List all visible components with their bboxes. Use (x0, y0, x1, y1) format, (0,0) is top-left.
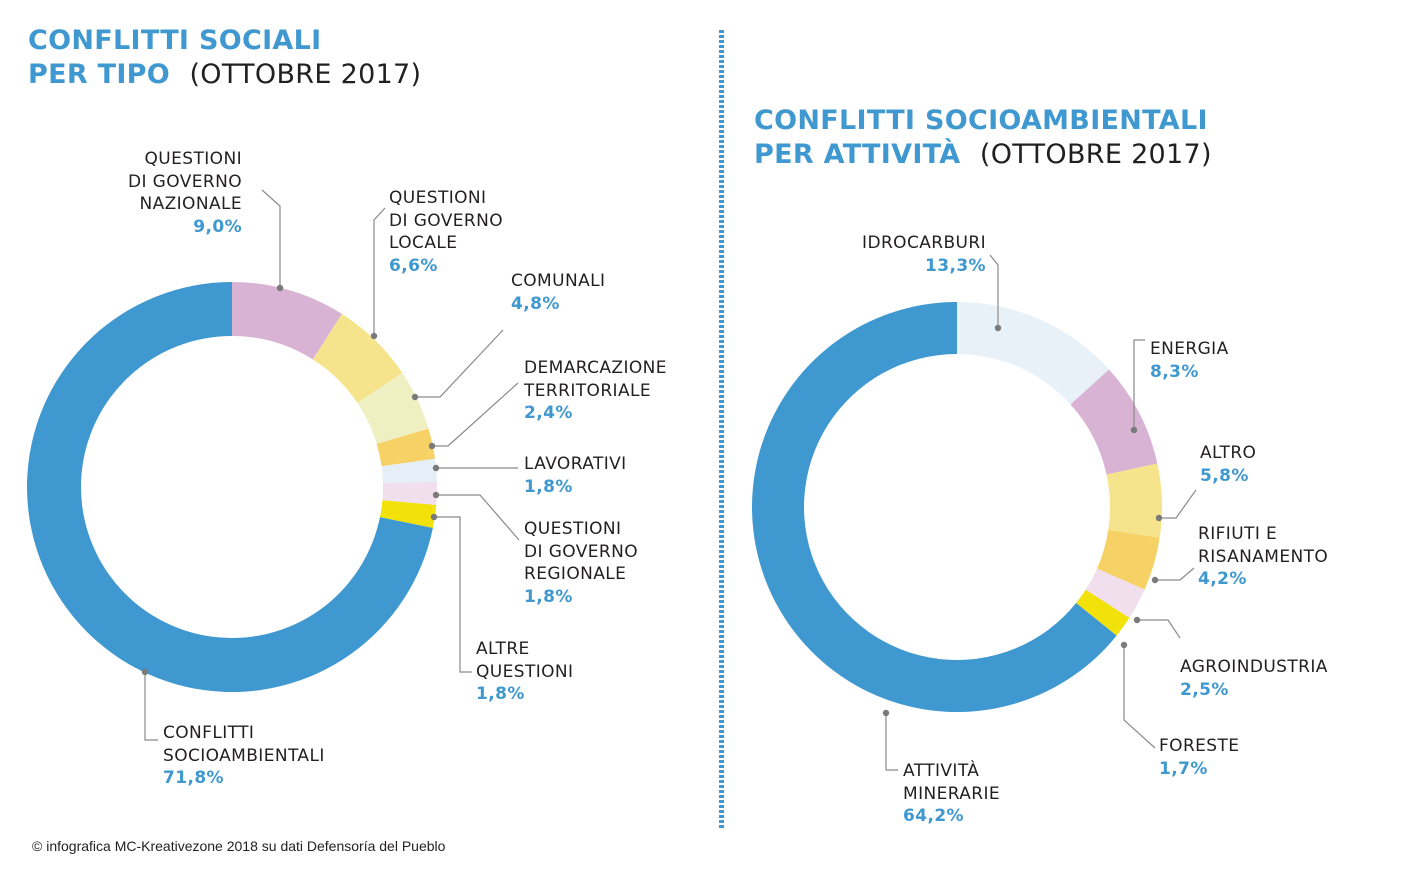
chart2-label-rifiuti: RIFIUTI E RISANAMENTO 4,2% (1198, 523, 1328, 591)
chart2-label-altro: ALTRO 5,8% (1200, 442, 1256, 487)
credit-text: © infografica MC-Kreativezone 2018 su da… (32, 838, 446, 854)
chart1-label-regionale: QUESTIONI DI GOVERNO REGIONALE 1,8% (524, 518, 638, 608)
slice-name: ENERGIA (1150, 339, 1229, 359)
chart1-label-demarcazione: DEMARCAZIONE TERRITORIALE 2,4% (524, 357, 667, 425)
chart2-leader-line-1 (1133, 339, 1145, 430)
chart1-leader-line-0 (261, 189, 281, 288)
chart1-leader-dot-5 (432, 491, 440, 499)
slice-name: QUESTIONI DI GOVERNO REGIONALE (524, 519, 639, 584)
chart2-label-agroindustria: AGROINDUSTRIA 2,5% (1180, 656, 1328, 701)
slice-value: 1,7% (1159, 758, 1208, 779)
chart2-slice-1 (1070, 369, 1158, 475)
divider (719, 30, 724, 830)
slice-value: 64,2% (903, 806, 964, 826)
chart1-leader-line-6 (434, 516, 472, 673)
chart2-leader-line-3 (1155, 567, 1195, 581)
slice-value: 9,0% (193, 216, 242, 237)
chart1-leader-dot-3 (428, 442, 436, 450)
slice-name: FORESTE (1159, 736, 1240, 756)
chart1-slice-0 (232, 282, 342, 360)
chart1-title-line2: PER TIPO (28, 59, 171, 90)
chart1-label-altre: ALTRE QUESTIONI 1,8% (476, 638, 573, 706)
chart1-leader-line-2 (415, 329, 504, 398)
chart2-slice-5 (1076, 589, 1130, 636)
chart2-leader-dot-2 (1155, 514, 1163, 522)
slice-value: 6,6% (389, 255, 438, 276)
chart2-title-line2: PER ATTIVITÀ (754, 139, 961, 170)
slice-name: QUESTIONI DI GOVERNO LOCALE (389, 188, 504, 253)
chart2-label-energia: ENERGIA 8,3% (1150, 338, 1229, 383)
chart2-slice-4 (1085, 568, 1145, 618)
chart2-leader-line-0 (989, 254, 999, 328)
chart1-leader-line-3 (432, 382, 519, 447)
chart2-leader-line-2 (1159, 489, 1197, 519)
chart1-title-line1: CONFLITTI SOCIALI (28, 25, 322, 56)
chart1-leader-line-1 (373, 207, 386, 336)
slice-value: 4,2% (1198, 569, 1247, 589)
slice-name: CONFLITTI SOCIOAMBIENTALI (163, 723, 325, 766)
slice-value: 2,4% (524, 403, 573, 423)
slice-value: 1,8% (476, 684, 525, 704)
chart2-title: CONFLITTI SOCIOAMBIENTALI PER ATTIVITÀ (… (754, 104, 1212, 172)
slice-value: 8,3% (1150, 361, 1199, 382)
chart1-label-lavorativi: LAVORATIVI 1,8% (524, 453, 627, 498)
slice-name: RIFIUTI E RISANAMENTO (1198, 524, 1329, 567)
chart2-leader-dot-1 (1130, 426, 1138, 434)
slice-value: 71,8% (163, 768, 224, 788)
chart2-slice-3 (1097, 529, 1160, 590)
chart2-slice-0 (957, 302, 1110, 405)
chart1-leader-dot-1 (370, 332, 378, 340)
chart2-label-minerarie: ATTIVITÀ MINERARIE 64,2% (903, 760, 1000, 828)
slice-value: 5,8% (1200, 465, 1249, 486)
chart1-label-locale: QUESTIONI DI GOVERNO LOCALE 6,6% (389, 187, 503, 277)
chart1-title-period: (OTTOBRE 2017) (189, 59, 422, 90)
chart2-label-idrocarburi: IDROCARBURI 13,3% (836, 232, 986, 277)
chart2-label-foreste: FORESTE 1,7% (1159, 735, 1239, 780)
slice-name: QUESTIONI DI GOVERNO NAZIONALE (127, 149, 242, 214)
chart1-label-nazionale: QUESTIONI DI GOVERNO NAZIONALE 9,0% (90, 148, 242, 238)
slice-name: COMUNALI (511, 271, 606, 291)
chart1-slice-5 (382, 481, 438, 506)
slice-name: ALTRE QUESTIONI (476, 639, 574, 682)
slice-name: ALTRO (1200, 443, 1257, 463)
chart1-leader-dot-2 (411, 393, 419, 401)
chart2-leader-dot-4 (1133, 616, 1141, 624)
chart1-leader-line-5 (436, 494, 520, 541)
chart1-title: CONFLITTI SOCIALI PER TIPO (OTTOBRE 2017… (28, 24, 421, 92)
chart1-leader-dot-4 (432, 464, 440, 472)
chart1-slice-1 (312, 313, 403, 403)
chart2-title-line1: CONFLITTI SOCIOAMBIENTALI (754, 105, 1208, 136)
slice-value: 4,8% (511, 293, 560, 314)
chart1-slice-3 (376, 428, 436, 467)
chart2-leader-dot-6 (882, 709, 890, 717)
chart2-slice-2 (1106, 463, 1162, 538)
chart1-label-socioambientali: CONFLITTI SOCIOAMBIENTALI 71,8% (163, 722, 325, 790)
chart1-leader-line-7 (144, 672, 158, 741)
chart2-leader-line-5 (1123, 645, 1156, 749)
chart2-leader-line-4 (1137, 619, 1181, 639)
chart2-slice-6 (752, 302, 1117, 712)
chart1-slice-6 (379, 500, 437, 528)
chart2-leader-line-6 (885, 713, 898, 771)
chart2-leader-dot-0 (994, 324, 1002, 332)
slice-value: 1,8% (524, 476, 573, 497)
chart1-slice-2 (357, 372, 429, 444)
slice-name: IDROCARBURI (862, 233, 986, 253)
chart1-slice-4 (381, 458, 437, 484)
slice-value: 1,8% (524, 586, 573, 607)
chart1-leader-dot-0 (276, 284, 284, 292)
chart2-title-period: (OTTOBRE 2017) (979, 139, 1212, 170)
slice-name: LAVORATIVI (524, 454, 627, 474)
chart2-leader-dot-5 (1120, 641, 1128, 649)
chart1-leader-dot-7 (141, 668, 149, 676)
slice-value: 13,3% (925, 255, 986, 276)
chart2-leader-dot-3 (1151, 576, 1159, 584)
slice-name: DEMARCAZIONE TERRITORIALE (524, 358, 667, 401)
slice-value: 2,5% (1180, 679, 1229, 700)
chart1-label-comunali: COMUNALI 4,8% (511, 270, 605, 315)
slice-name: AGROINDUSTRIA (1180, 657, 1328, 677)
chart1-leader-dot-6 (430, 513, 438, 521)
slice-name: ATTIVITÀ MINERARIE (903, 761, 1001, 804)
